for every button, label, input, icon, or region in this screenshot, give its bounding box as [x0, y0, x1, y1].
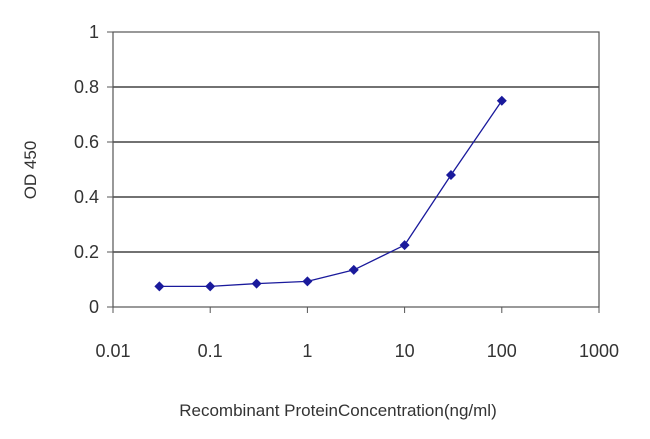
- data-point: [302, 276, 313, 287]
- data-point: [399, 240, 410, 251]
- data-point: [445, 170, 456, 180]
- data-point: [205, 281, 216, 292]
- x-tick-label: 100: [487, 341, 517, 361]
- data-point: [251, 278, 262, 289]
- y-tick-label: 0.8: [74, 77, 99, 97]
- x-tick-label: 1: [302, 341, 312, 361]
- y-tick-label: 0.4: [74, 187, 99, 207]
- data-point: [154, 281, 165, 292]
- x-tick-label: 0.01: [95, 341, 130, 361]
- tick-layer: 0 0.2 0.4 0.6 0.8 1 0.01 0.1 1 10 100 1000: [74, 22, 619, 361]
- x-tick-label: 1000: [579, 341, 619, 361]
- grid-layer: [113, 86, 599, 253]
- x-tick-label: 0.1: [198, 341, 223, 361]
- y-tick-label: 0.2: [74, 242, 99, 262]
- data-point: [348, 264, 359, 275]
- x-axis-label: Recombinant ProteinConcentration(ng/ml): [179, 401, 497, 420]
- plot-area: [112, 31, 600, 308]
- series-line: [159, 100, 503, 288]
- y-axis-label: OD 450: [21, 141, 40, 200]
- data-point: [496, 95, 507, 106]
- y-tick-label: 0: [89, 297, 99, 317]
- series-layer: [154, 95, 507, 292]
- x-tick-label: 10: [395, 341, 415, 361]
- y-tick-label: 0.6: [74, 132, 99, 152]
- y-tick-label: 1: [89, 22, 99, 42]
